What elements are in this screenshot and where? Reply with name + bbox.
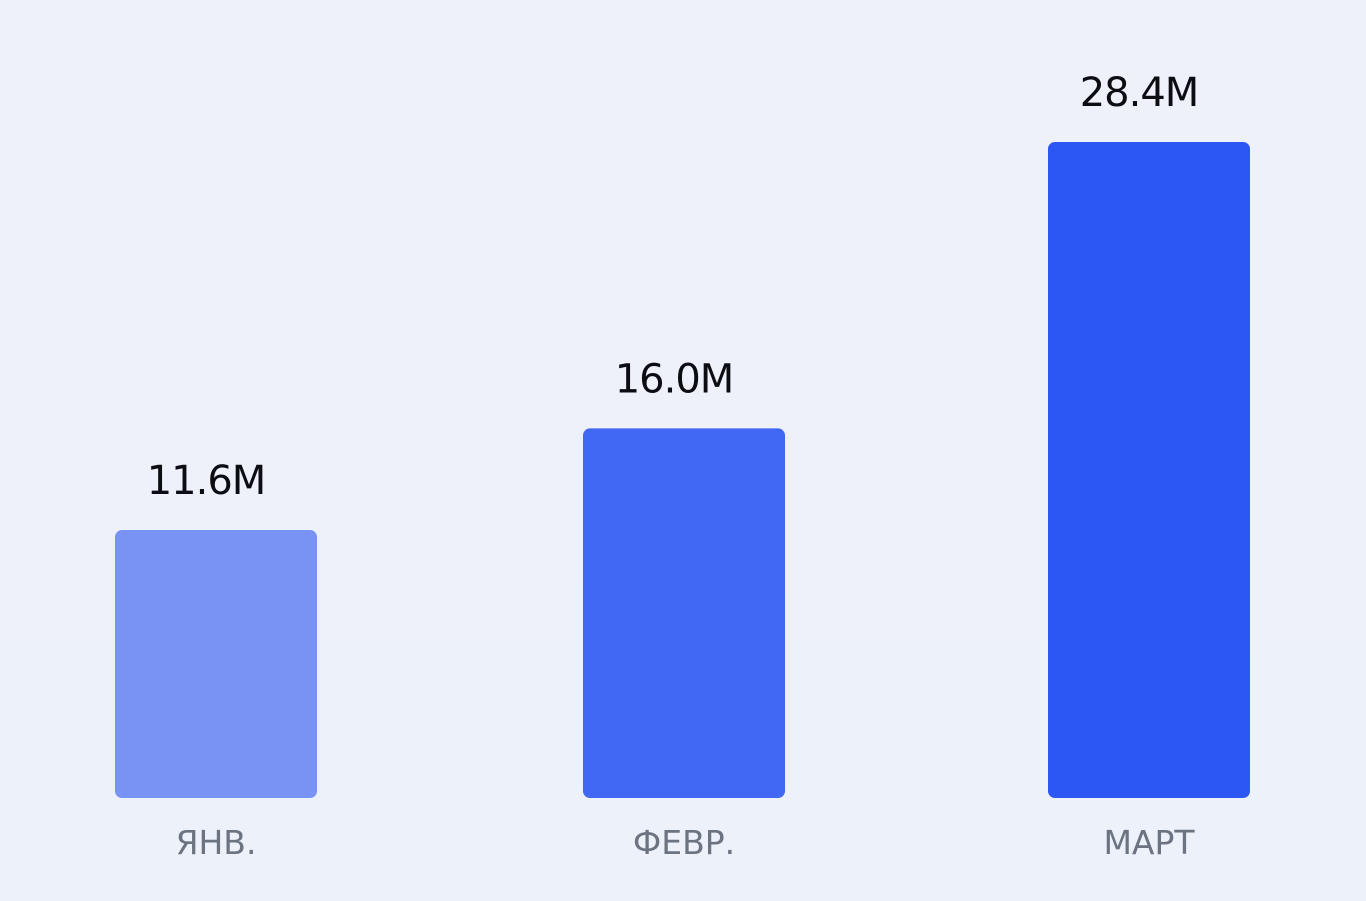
data-label-2: 16.0M — [615, 356, 734, 402]
category-label-2: ФЕВР. — [633, 823, 735, 862]
data-label-1: 11.6M — [147, 458, 266, 504]
category-label-3: МАРТ — [1103, 823, 1195, 862]
bar-3 — [1048, 142, 1250, 798]
data-label-3: 28.4M — [1080, 70, 1199, 116]
bar-1 — [115, 530, 317, 798]
category-label-1: ЯНВ. — [176, 823, 257, 862]
bar-2 — [583, 428, 785, 798]
